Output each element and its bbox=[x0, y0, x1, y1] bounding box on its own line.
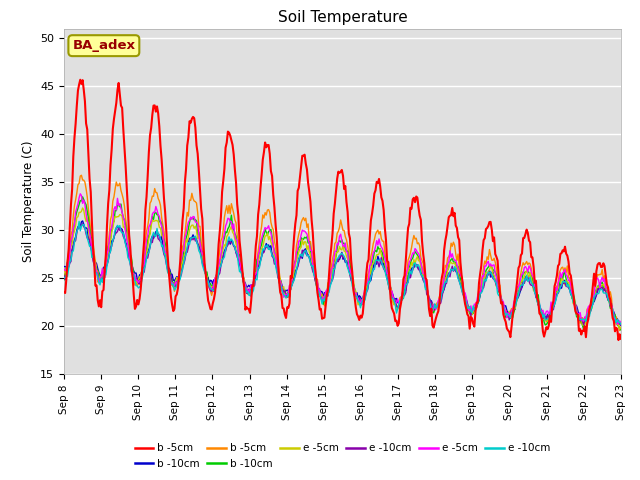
e -10cm bbox=[296, 252, 304, 258]
e -10cm bbox=[60, 273, 68, 278]
b -10cm bbox=[373, 261, 381, 267]
b -10cm bbox=[470, 306, 478, 312]
e -5cm bbox=[296, 246, 304, 252]
b -5cm bbox=[617, 336, 625, 342]
e -10cm bbox=[470, 305, 478, 311]
e -10cm bbox=[79, 221, 86, 227]
Line: e -5cm: e -5cm bbox=[64, 208, 621, 329]
e -5cm bbox=[399, 287, 407, 292]
e -5cm bbox=[614, 322, 621, 327]
e -10cm bbox=[567, 288, 575, 294]
b -10cm bbox=[60, 277, 68, 283]
e -5cm bbox=[76, 191, 84, 197]
b -10cm bbox=[399, 296, 407, 301]
Title: Soil Temperature: Soil Temperature bbox=[278, 10, 407, 25]
b -5cm bbox=[399, 276, 407, 282]
e -10cm bbox=[373, 258, 381, 264]
b -10cm bbox=[234, 256, 242, 262]
b -5cm bbox=[77, 172, 85, 178]
e -10cm bbox=[470, 307, 478, 312]
b -5cm bbox=[234, 237, 242, 243]
b -10cm bbox=[296, 254, 304, 260]
b -10cm bbox=[567, 292, 575, 298]
Line: b -5cm: b -5cm bbox=[64, 175, 621, 330]
b -10cm bbox=[470, 308, 478, 313]
b -5cm bbox=[614, 337, 622, 343]
e -5cm bbox=[616, 326, 623, 332]
e -5cm bbox=[60, 266, 68, 272]
e -5cm bbox=[234, 253, 242, 259]
b -10cm bbox=[234, 251, 242, 256]
b -10cm bbox=[567, 286, 575, 292]
b -5cm bbox=[296, 227, 304, 232]
b -5cm bbox=[617, 325, 625, 331]
e -10cm bbox=[76, 218, 83, 224]
b -10cm bbox=[399, 292, 407, 298]
e -5cm bbox=[470, 301, 478, 307]
e -5cm bbox=[617, 324, 625, 330]
e -5cm bbox=[617, 320, 625, 325]
b -5cm bbox=[470, 303, 478, 309]
e -10cm bbox=[60, 275, 68, 280]
e -10cm bbox=[234, 257, 242, 263]
b -5cm bbox=[567, 286, 575, 292]
e -5cm bbox=[470, 303, 478, 309]
e -5cm bbox=[567, 282, 575, 288]
b -10cm bbox=[296, 244, 304, 250]
Text: BA_adex: BA_adex bbox=[72, 39, 135, 52]
Line: e -10cm: e -10cm bbox=[64, 224, 621, 325]
b -10cm bbox=[60, 264, 68, 270]
Line: b -10cm: b -10cm bbox=[64, 197, 621, 330]
e -10cm bbox=[617, 321, 625, 327]
b -10cm bbox=[79, 194, 86, 200]
e -5cm bbox=[567, 290, 575, 296]
e -5cm bbox=[234, 252, 242, 258]
e -10cm bbox=[373, 257, 381, 263]
e -5cm bbox=[79, 205, 86, 211]
b -5cm bbox=[616, 327, 623, 333]
b -5cm bbox=[567, 273, 575, 278]
b -10cm bbox=[373, 249, 381, 255]
e -5cm bbox=[373, 252, 381, 258]
e -10cm bbox=[399, 293, 407, 299]
e -10cm bbox=[617, 322, 625, 328]
b -10cm bbox=[79, 218, 86, 224]
e -10cm bbox=[296, 255, 304, 261]
Y-axis label: Soil Temperature (C): Soil Temperature (C) bbox=[22, 141, 35, 263]
b -5cm bbox=[296, 174, 304, 180]
e -10cm bbox=[567, 291, 575, 297]
Line: b -5cm: b -5cm bbox=[64, 80, 621, 340]
e -10cm bbox=[234, 261, 242, 267]
e -5cm bbox=[296, 238, 304, 244]
b -5cm bbox=[373, 229, 381, 235]
Line: e -5cm: e -5cm bbox=[64, 194, 621, 324]
b -5cm bbox=[60, 273, 68, 279]
b -10cm bbox=[617, 323, 625, 328]
b -5cm bbox=[234, 213, 242, 219]
e -5cm bbox=[373, 238, 381, 243]
b -5cm bbox=[60, 289, 68, 295]
b -5cm bbox=[470, 324, 478, 329]
e -5cm bbox=[399, 287, 407, 292]
Line: e -10cm: e -10cm bbox=[64, 221, 621, 324]
b -10cm bbox=[617, 327, 625, 333]
b -5cm bbox=[76, 77, 84, 83]
e -5cm bbox=[60, 268, 68, 274]
b -5cm bbox=[399, 286, 407, 292]
Legend: b -5cm, b -10cm, b -5cm, b -10cm, e -5cm, e -10cm, e -5cm, e -10cm: b -5cm, b -10cm, b -5cm, b -10cm, e -5cm… bbox=[131, 439, 554, 473]
b -5cm bbox=[373, 179, 381, 185]
Line: b -10cm: b -10cm bbox=[64, 221, 621, 325]
e -10cm bbox=[399, 294, 407, 300]
